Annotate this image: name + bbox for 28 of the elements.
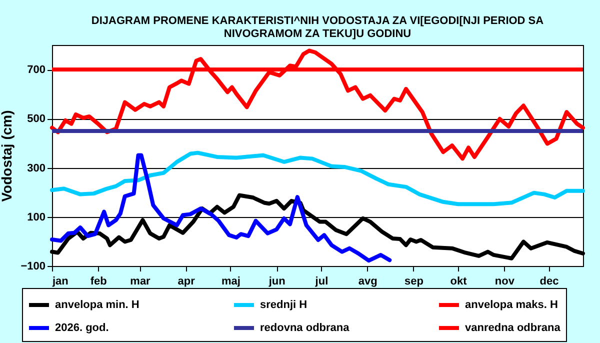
x-tick-label: nov (494, 276, 516, 288)
y-tick-label: 700 (27, 64, 46, 76)
legend-label: vanredna odbrana (465, 322, 562, 334)
legend-label: redovna odbrana (260, 322, 350, 334)
y-tick-label: 100 (27, 211, 46, 224)
y-tick-label: −100 (20, 260, 46, 272)
x-tick-label: okt (450, 276, 468, 288)
legend-label: 2026. god. (55, 322, 109, 334)
x-tick-label: apr (178, 276, 196, 288)
x-tick-label: avg (358, 276, 378, 288)
legend-label: srednji H (260, 299, 308, 311)
x-tick-label: feb (90, 276, 108, 288)
chart-title: DIJAGRAM PROMENE KARAKTERISTI^NIH VODOSTAJA ZA VI[EGODI[NJI PERIOD SA NIVOGRAMOM ZA TEKU]U GODINU (91, 15, 544, 40)
x-tick-label: maj (222, 276, 240, 288)
x-tick-label: dec (540, 276, 559, 288)
x-tick-label: jan (52, 276, 69, 288)
x-tick-label: jun (268, 276, 286, 288)
x-tick-label: mar (130, 276, 152, 288)
line-series (50, 150, 585, 206)
x-tick-label: sep (404, 276, 424, 288)
y-tick-label: 300 (27, 162, 46, 174)
y-tick-label: 500 (27, 113, 46, 126)
legend-label: anvelopa maks. H (465, 299, 558, 311)
y-axis-title: Vodostaj (cm) (0, 110, 15, 202)
line-series (50, 48, 585, 161)
legend-label: anvelopa min. H (55, 299, 140, 311)
x-tick-label: jul (314, 276, 328, 288)
line-series (50, 153, 392, 263)
